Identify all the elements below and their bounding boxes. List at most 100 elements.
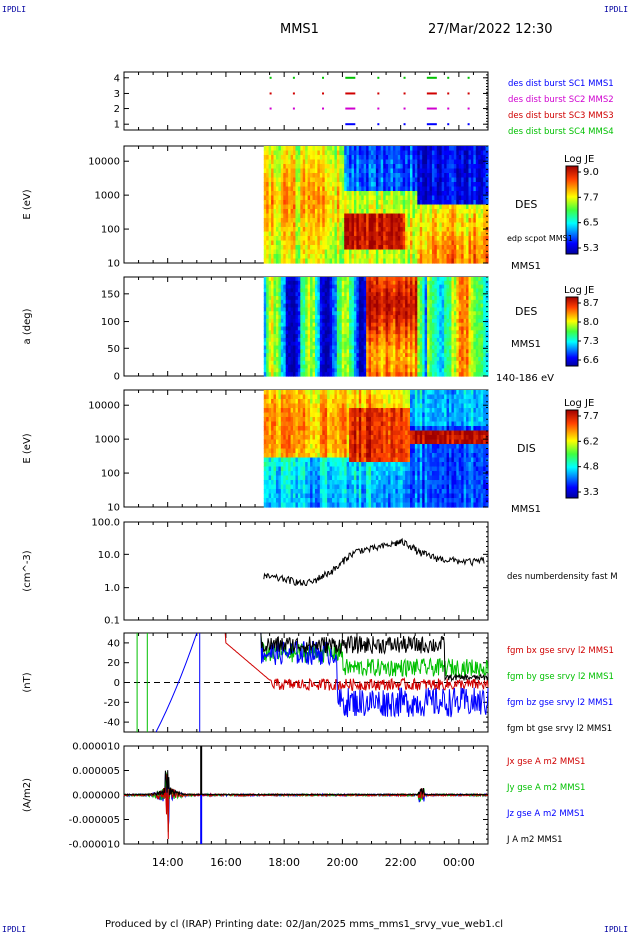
des-energy-panel-cell bbox=[346, 236, 350, 242]
des-energy-panel-cell bbox=[271, 177, 275, 183]
burst-mark bbox=[345, 76, 356, 79]
des-energy-panel-cell bbox=[319, 254, 323, 260]
des-energy-panel-cell bbox=[319, 177, 323, 183]
des-energy-panel-cell bbox=[305, 213, 309, 219]
des-energy-panel-cell bbox=[324, 227, 328, 233]
des-energy-panel-cell bbox=[280, 231, 284, 237]
des-energy-panel-cell bbox=[283, 146, 287, 152]
burst-panel-ytick-label: 3 bbox=[114, 89, 120, 100]
des-energy-panel-cell bbox=[312, 164, 316, 170]
des-energy-panel-cell bbox=[280, 204, 284, 210]
des-energy-panel-cell bbox=[305, 155, 309, 161]
des-energy-panel-cell bbox=[353, 168, 357, 174]
des-energy-panel-cell bbox=[273, 182, 277, 188]
des-energy-panel-cell bbox=[310, 236, 314, 242]
des-energy-panel-cell bbox=[351, 164, 355, 170]
des-energy-panel-cell bbox=[319, 204, 323, 210]
des-energy-panel-cell bbox=[336, 222, 340, 228]
burst-mark bbox=[467, 76, 470, 79]
des-energy-panel-cell bbox=[297, 254, 301, 260]
des-energy-panel-cell bbox=[288, 173, 292, 179]
des-energy-panel-cell bbox=[317, 159, 321, 165]
des-energy-panel-cell bbox=[334, 240, 338, 246]
des-energy-panel-cell bbox=[283, 249, 287, 255]
des-energy-panel-cell bbox=[263, 240, 267, 246]
des-energy-panel-cell bbox=[293, 245, 297, 251]
des-energy-panel-cell bbox=[295, 218, 299, 224]
des-energy-panel-cell bbox=[266, 231, 270, 237]
des-energy-panel-cell bbox=[322, 240, 326, 246]
des-energy-panel-cell bbox=[341, 173, 345, 179]
burst-mark bbox=[447, 107, 450, 110]
des-energy-panel-cell bbox=[329, 231, 333, 237]
des-energy-panel-cell bbox=[329, 195, 333, 201]
des-energy-panel-cell bbox=[283, 182, 287, 188]
des-energy-panel-cell bbox=[283, 209, 287, 215]
des-energy-panel-cell bbox=[305, 200, 309, 206]
des-energy-panel-cell bbox=[346, 159, 350, 165]
des-energy-panel-cell bbox=[346, 240, 350, 246]
des-energy-panel-cell bbox=[312, 258, 316, 264]
des-energy-panel-cell bbox=[290, 227, 294, 233]
des-energy-panel-cell bbox=[305, 227, 309, 233]
des-energy-panel-cell bbox=[302, 204, 306, 210]
des-energy-panel-cell bbox=[300, 186, 304, 192]
des-energy-panel-cell bbox=[283, 200, 287, 206]
des-energy-panel-cell bbox=[288, 236, 292, 242]
des-energy-panel-cell bbox=[300, 191, 304, 197]
des-energy-panel-cell bbox=[344, 150, 348, 156]
des-energy-panel-cell bbox=[336, 173, 340, 179]
des-energy-panel-cell bbox=[271, 222, 275, 228]
des-energy-panel-cell bbox=[266, 209, 270, 215]
des-energy-panel-cell bbox=[300, 146, 304, 152]
des-energy-panel-cell bbox=[346, 200, 350, 206]
des-energy-panel-cell bbox=[295, 222, 299, 228]
des-energy-panel-cell bbox=[327, 177, 331, 183]
des-energy-panel-cell bbox=[302, 227, 306, 233]
burst-mark bbox=[426, 107, 437, 110]
des-energy-panel-cell bbox=[327, 195, 331, 201]
des-energy-panel-cell bbox=[307, 254, 311, 260]
des-energy-panel-cell bbox=[266, 146, 270, 152]
des-energy-panel-cell bbox=[324, 182, 328, 188]
des-energy-panel-cell bbox=[266, 177, 270, 183]
des-energy-panel-cell bbox=[324, 245, 328, 251]
des-energy-panel-cell bbox=[322, 231, 326, 237]
des-energy-panel-cell bbox=[263, 204, 267, 210]
des-energy-panel-cell bbox=[271, 227, 275, 233]
des-energy-panel-cell bbox=[275, 195, 279, 201]
des-energy-panel-cell bbox=[305, 204, 309, 210]
des-energy-panel-cell bbox=[293, 218, 297, 224]
des-energy-panel-cell bbox=[283, 164, 287, 170]
des-energy-panel-cell bbox=[278, 218, 282, 224]
des-energy-panel-cell bbox=[334, 258, 338, 264]
des-energy-panel-cell bbox=[290, 168, 294, 174]
des-energy-panel-cell bbox=[336, 200, 340, 206]
des-energy-panel-cell bbox=[319, 222, 323, 228]
des-energy-panel-cell bbox=[346, 249, 350, 255]
des-energy-panel-cell bbox=[307, 236, 311, 242]
des-energy-panel-cell bbox=[317, 240, 321, 246]
des-energy-panel-cell bbox=[332, 146, 336, 152]
des-energy-panel-cell bbox=[273, 186, 277, 192]
des-energy-panel-cell bbox=[307, 258, 311, 264]
des-energy-panel-cell bbox=[290, 155, 294, 161]
des-energy-panel-cell bbox=[353, 173, 357, 179]
des-energy-panel-cell bbox=[339, 236, 343, 242]
des-energy-panel-cell bbox=[349, 213, 353, 219]
des-energy-panel-cell bbox=[336, 150, 340, 156]
des-energy-panel-cell bbox=[339, 218, 343, 224]
des-energy-panel-cell bbox=[295, 159, 299, 165]
des-energy-panel-cell bbox=[285, 222, 289, 228]
des-energy-panel-cell bbox=[280, 168, 284, 174]
des-energy-panel-cell bbox=[288, 191, 292, 197]
des-energy-panel-cell bbox=[268, 245, 272, 251]
des-energy-panel-cell bbox=[288, 150, 292, 156]
des-energy-panel-cell bbox=[271, 236, 275, 242]
des-energy-panel-cell bbox=[263, 191, 267, 197]
des-energy-panel-cell bbox=[349, 218, 353, 224]
des-energy-panel-cell bbox=[351, 240, 355, 246]
corner-label-bottom-left: IPDLI bbox=[2, 925, 27, 934]
des-energy-panel-cell bbox=[275, 245, 279, 251]
des-energy-panel-cell bbox=[285, 231, 289, 237]
